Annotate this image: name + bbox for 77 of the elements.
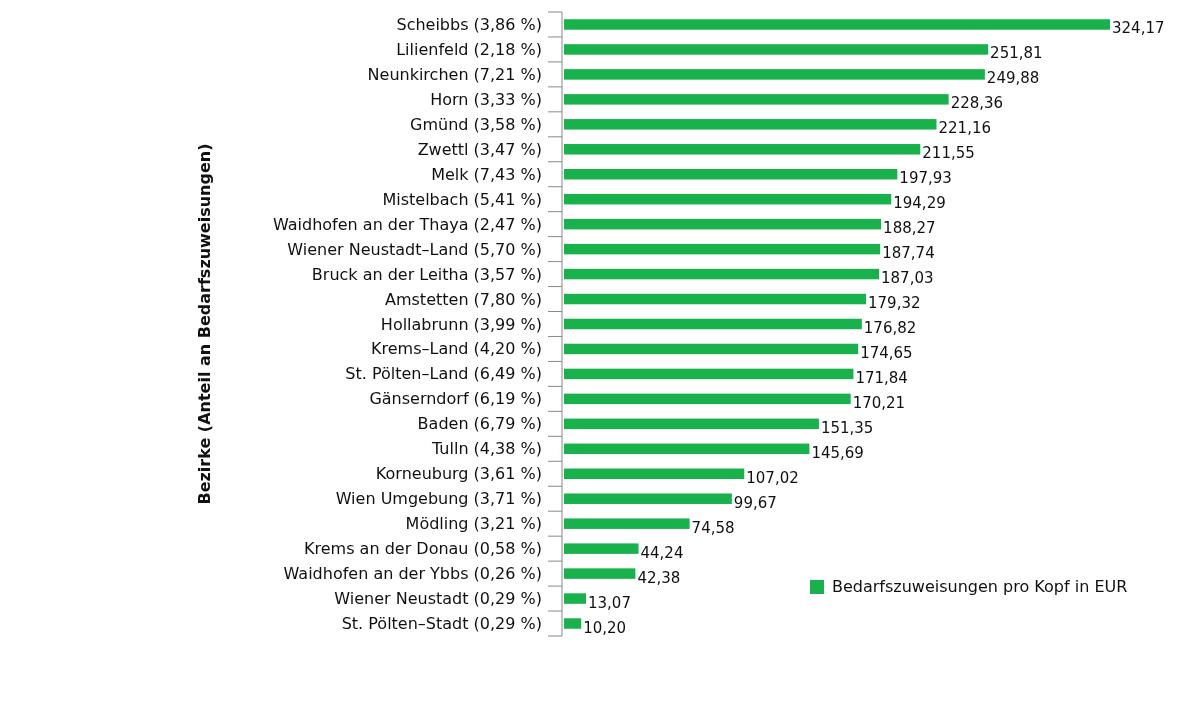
bar — [564, 243, 881, 255]
y-tick-label: Gänserndorf (6,19 %) — [369, 389, 542, 409]
y-tick-label: Lilienfeld (2,18 %) — [396, 39, 542, 59]
y-tick-label: Waidhofen an der Thaya (2,47 %) — [272, 214, 542, 234]
y-tick-label: Korneuburg (3,61 %) — [375, 464, 542, 484]
y-tick-label: Scheibbs (3,86 %) — [396, 14, 542, 34]
bar — [564, 568, 636, 579]
y-tick-label: Hollabrunn (3,99 %) — [380, 314, 542, 334]
bar — [564, 318, 862, 330]
data-label: 194,29 — [893, 194, 946, 213]
y-tick-label: Waidhofen an der Ybbs (0,26 %) — [283, 564, 542, 584]
y-tick-label: Mistelbach (5,41 %) — [382, 189, 542, 209]
y-tick-label: Wien Umgebung (3,71 %) — [335, 489, 542, 509]
data-label: 42,38 — [637, 568, 681, 587]
bar — [564, 19, 1110, 30]
data-label: 74,58 — [691, 518, 735, 537]
bar — [564, 94, 949, 105]
bar — [564, 443, 810, 455]
bar — [564, 119, 937, 130]
bar — [564, 193, 892, 205]
data-label: 176,82 — [863, 319, 917, 337]
bar — [564, 618, 582, 629]
bar — [564, 518, 690, 529]
data-label: 251,81 — [990, 44, 1043, 63]
y-tick-label: St. Pölten–Land (6,49 %) — [345, 364, 542, 384]
data-label: 179,32 — [868, 294, 921, 313]
data-label: 221,16 — [938, 119, 991, 138]
y-tick-label: Melk (7,43 %) — [431, 164, 542, 184]
data-label: 249,88 — [986, 69, 1040, 88]
data-label: 187,74 — [882, 244, 935, 263]
y-tick-label: Gmünd (3,58 %) — [410, 114, 542, 134]
bar — [564, 543, 639, 554]
y-tick-label: Bruck an der Leitha (3,57 %) — [311, 264, 542, 284]
bar — [564, 493, 732, 504]
data-label: 188,27 — [883, 219, 936, 238]
data-label: 99,67 — [733, 493, 777, 512]
data-label: 324,17 — [1112, 19, 1165, 38]
y-tick-label: Amstetten (7,80 %) — [385, 289, 542, 309]
bar — [564, 268, 880, 280]
y-tick-label: Wiener Neustadt–Land (5,70 %) — [287, 239, 542, 259]
y-tick-label: Mödling (3,21 %) — [405, 514, 542, 534]
bar — [564, 169, 898, 180]
bar — [564, 218, 882, 230]
bar — [564, 418, 819, 430]
y-tick-label: Baden (6,79 %) — [417, 414, 542, 434]
bar — [564, 393, 851, 405]
data-label: 13,07 — [588, 593, 631, 612]
data-label: 171,84 — [855, 368, 908, 387]
y-tick-label: Wiener Neustadt (0,29 %) — [334, 589, 542, 609]
bar — [564, 368, 854, 380]
bar — [564, 593, 587, 604]
data-label: 187,03 — [881, 269, 934, 288]
data-label: 170,21 — [852, 393, 906, 412]
data-label: 211,55 — [922, 144, 975, 163]
y-tick-label: Krems–Land (4,20 %) — [371, 339, 542, 359]
y-tick-label: Krems an der Donau (0,58 %) — [304, 539, 542, 559]
data-label: 228,36 — [950, 94, 1004, 113]
bar — [564, 69, 985, 80]
bar — [564, 343, 859, 355]
legend-label: Bedarfszuweisungen pro Kopf in EUR — [832, 576, 1128, 596]
data-label: 151,35 — [820, 418, 874, 437]
bar — [564, 144, 921, 155]
data-label: 197,93 — [899, 169, 952, 188]
bar — [564, 44, 989, 55]
y-tick-label: Horn (3,33 %) — [430, 89, 542, 109]
y-tick-label: St. Pölten–Stadt (0,29 %) — [341, 614, 542, 634]
y-tick-label: Tulln (4,38 %) — [431, 439, 542, 459]
data-label: 107,02 — [746, 468, 799, 487]
data-label: 145,69 — [811, 443, 864, 462]
bar — [564, 293, 867, 305]
data-label: 10,20 — [583, 618, 627, 637]
y-axis-title: Bezirke (Anteil an Bedarfszuweisungen) — [194, 143, 214, 505]
data-label: 174,65 — [860, 343, 913, 362]
data-label: 44,24 — [640, 543, 684, 562]
bar — [564, 468, 745, 479]
y-tick-label: Zwettl (3,47 %) — [417, 139, 542, 159]
y-tick-label: Neunkirchen (7,21 %) — [367, 64, 542, 84]
